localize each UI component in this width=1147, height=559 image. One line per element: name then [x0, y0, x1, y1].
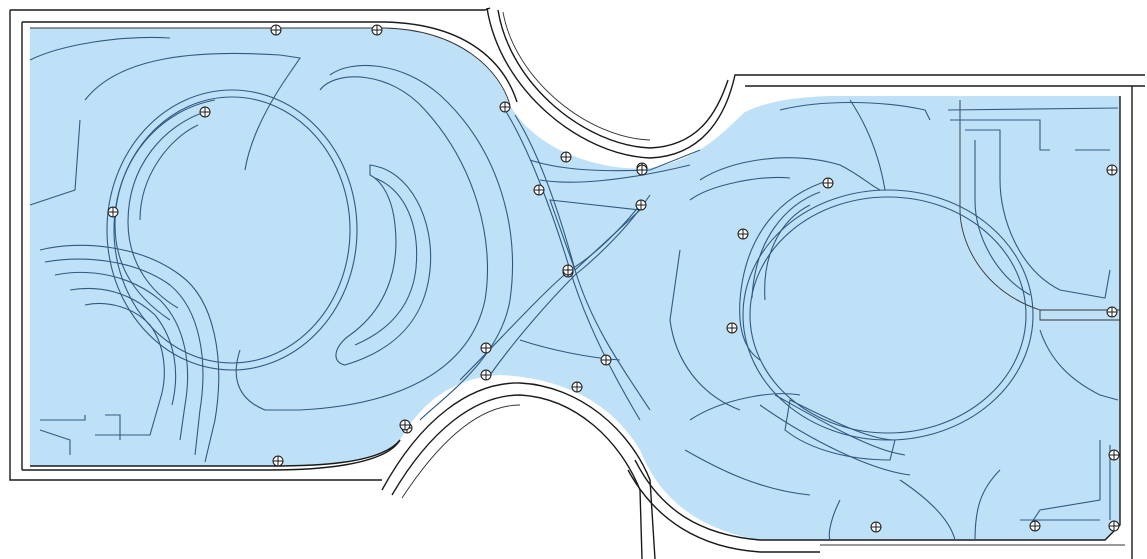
circle-cross-icon — [1106, 164, 1118, 176]
contour-lines — [29, 36, 1119, 541]
circle-cross-icon — [533, 184, 545, 196]
circle-cross-icon — [1108, 520, 1120, 532]
circle-cross-icon — [737, 228, 749, 240]
circle-cross-icon — [399, 419, 411, 431]
circle-cross-icon — [560, 151, 572, 163]
circle-cross-icon — [1106, 306, 1118, 318]
circle-cross-icon — [199, 106, 211, 118]
circle-cross-icon — [1029, 520, 1041, 532]
circle-cross-icon — [562, 264, 574, 276]
circle-cross-icon — [870, 521, 882, 533]
circle-cross-icon — [480, 369, 492, 381]
circle-cross-icon — [272, 455, 284, 467]
sensor-markers — [107, 24, 1120, 533]
circle-cross-icon — [600, 354, 612, 366]
circle-cross-icon — [371, 24, 383, 36]
circle-cross-icon — [822, 177, 834, 189]
circle-cross-icon — [499, 101, 511, 113]
circle-cross-icon — [726, 322, 738, 334]
circle-cross-icon — [270, 24, 282, 36]
circle-cross-icon — [571, 381, 583, 393]
circle-cross-icon — [107, 206, 119, 218]
circle-cross-icon — [1108, 449, 1120, 461]
circle-cross-icon — [635, 199, 647, 211]
circle-cross-icon — [480, 342, 492, 354]
walls — [9, 7, 1145, 559]
circle-cross-icon — [636, 164, 648, 176]
